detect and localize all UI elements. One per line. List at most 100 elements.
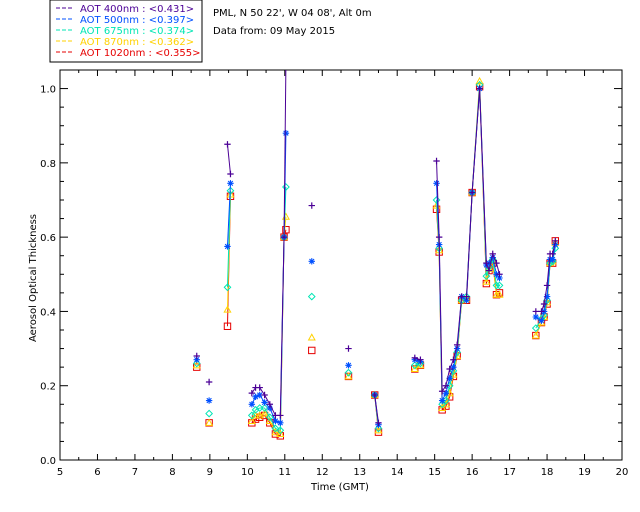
series-line-segment: [226, 144, 231, 175]
series-line-segment: [445, 368, 451, 386]
y-tick-label: 0.0: [40, 456, 56, 467]
plot-area: 5 6 7 8 9 10 11 12 13 14 15 16 17 18 19 20 0.0 0.2 0.4 0.6 0…: [40, 59, 628, 478]
data-point: [495, 281, 504, 290]
x-tick-label: 13: [353, 467, 366, 478]
data-point: [549, 250, 556, 258]
data-point: [247, 416, 256, 425]
data-point: [416, 359, 425, 368]
data-point: [223, 322, 232, 330]
series-line-segment: [269, 407, 276, 422]
data-point: [192, 359, 201, 368]
data-point: [552, 241, 559, 248]
data-point: [438, 403, 447, 412]
data-point: [450, 356, 457, 363]
series-line-segment: [264, 394, 271, 405]
data-point: [308, 202, 315, 209]
legend-label: AOT 675nm : <0.374>: [80, 26, 194, 37]
date-label: Data from: 09 May 2015: [213, 26, 335, 37]
data-point: [283, 59, 289, 65]
data-point: [307, 292, 316, 301]
x-tick-label: 16: [466, 467, 479, 478]
series-4: [193, 83, 560, 440]
data-point: [248, 389, 256, 397]
data-point: [438, 397, 446, 404]
series-line-segment: [251, 409, 256, 416]
series-line-segment: [452, 344, 458, 360]
data-point: [417, 356, 424, 363]
plot-frame: [59, 69, 623, 461]
data-point: [483, 259, 490, 267]
data-point: [193, 356, 200, 363]
y-tick-label: 0.8: [40, 159, 56, 170]
data-point: [345, 345, 352, 352]
data-point: [344, 368, 353, 377]
series-line-segment: [251, 387, 256, 394]
data-point: [410, 364, 419, 373]
data-point: [251, 411, 260, 419]
x-tick-label: 14: [391, 467, 404, 478]
series-line-segment: [488, 253, 494, 271]
data-point: [282, 183, 290, 191]
data-point: [532, 313, 540, 321]
data-point: [255, 411, 264, 419]
data-point: [266, 401, 274, 408]
series-1: [193, 85, 559, 428]
data-point: [272, 417, 279, 425]
x-tick-label: 18: [541, 467, 554, 478]
data-point: [227, 170, 234, 178]
data-point: [224, 141, 231, 148]
data-point: [375, 419, 382, 427]
data-point: [224, 243, 231, 250]
x-tick-label: 19: [578, 467, 591, 478]
data-point: [261, 391, 268, 399]
series-line-segment: [226, 190, 231, 288]
data-point: [489, 254, 496, 261]
y-tick-label: 0.6: [40, 233, 56, 244]
data-point: [476, 85, 483, 92]
series-line-segment: [441, 385, 447, 392]
series-line-segment: [438, 237, 443, 392]
data-point: [457, 296, 466, 305]
x-tick-label: 17: [503, 467, 516, 478]
data-point: [411, 354, 419, 362]
data-point: [433, 157, 440, 165]
data-point: [276, 426, 285, 435]
data-point: [482, 272, 491, 281]
legend-label: AOT 400nm : <0.431>: [80, 4, 194, 15]
data-point: [265, 413, 274, 422]
data-point: [432, 196, 441, 204]
legend-label: AOT 500nm : <0.397>: [80, 15, 194, 26]
data-point: [453, 341, 461, 349]
series-line-segment: [456, 296, 463, 345]
x-tick-label: 9: [207, 467, 213, 478]
x-tick-label: 12: [316, 467, 329, 478]
series-2: [192, 80, 560, 435]
series-3: [192, 76, 560, 438]
series-line-segment: [449, 359, 454, 370]
series-line-segment: [226, 183, 231, 247]
series-line-segment: [479, 88, 487, 264]
legend-label: AOT 1020nm : <0.355>: [80, 48, 200, 59]
data-point: [282, 226, 290, 234]
data-point: [496, 271, 503, 278]
series-line-segment: [269, 404, 276, 416]
y-axis-title: Aerosol Optical Thickness: [28, 214, 39, 342]
data-point: [531, 331, 540, 339]
series-line-segment: [546, 259, 551, 297]
data-point: [438, 400, 447, 409]
data-point: [256, 384, 263, 391]
legend-box: [49, 0, 203, 63]
legend-label: AOT 870nm : <0.362>: [80, 37, 194, 48]
data-point: [205, 397, 213, 404]
data-point: [223, 305, 232, 313]
series-line-segment: [452, 348, 458, 368]
data-point: [260, 404, 269, 412]
data-point: [449, 370, 458, 378]
data-point: [475, 76, 484, 85]
data-point: [223, 283, 232, 292]
data-point: [445, 381, 454, 390]
series-line-segment: [259, 387, 265, 396]
data-point: [226, 186, 235, 195]
data-point: [463, 297, 470, 304]
